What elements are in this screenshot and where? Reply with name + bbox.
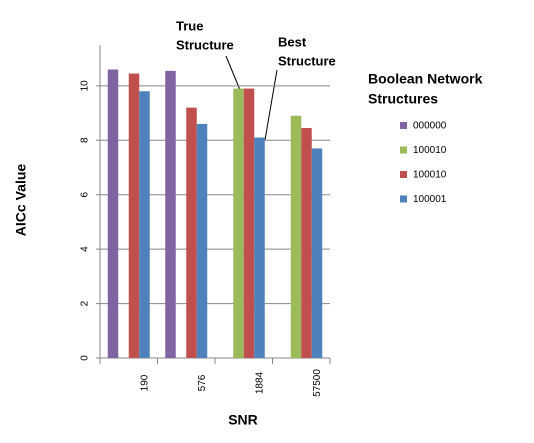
bar [243,88,255,359]
annotation: Best [278,34,307,49]
bar [233,88,244,359]
bar [165,70,176,359]
x-tick-label: 1884 [254,371,265,394]
y-tick-label: 6 [80,191,91,197]
legend-swatch [400,171,407,178]
bar [311,148,323,358]
legend-label: 100001 [413,194,447,205]
annotation-pointer [264,69,278,141]
legend-swatch [400,195,407,203]
legend-label: 100010 [413,170,447,181]
bar [196,123,208,358]
x-axis-label: SNR [228,412,258,428]
bar [139,91,150,358]
y-tick-label: 8 [80,137,91,143]
x-tick-label: 576 [197,374,208,391]
y-tick-label: 0 [80,355,91,361]
legend-swatch [400,122,407,129]
bar [186,107,197,358]
bar [107,69,119,358]
bar [301,128,312,358]
legend-title: Structures [368,91,438,107]
y-axis-label: AICc Value [13,164,29,237]
annotation: Structure [278,53,336,68]
x-tick-label: 57500 [312,369,323,397]
bar [290,115,302,358]
bar [128,73,140,359]
annotation-pointer [225,55,241,91]
y-tick-label: 10 [80,80,91,92]
annotation: True [176,18,203,33]
y-tick-label: 2 [80,300,91,306]
bar [254,137,265,358]
legend-title: Boolean Network [368,71,483,87]
annotation: Structure [176,37,234,52]
x-tick-label: 190 [139,374,150,391]
legend-swatch [400,146,407,154]
legend-label: 100010 [413,145,447,156]
legend-label: 000000 [413,121,447,132]
y-tick-label: 4 [80,246,91,252]
